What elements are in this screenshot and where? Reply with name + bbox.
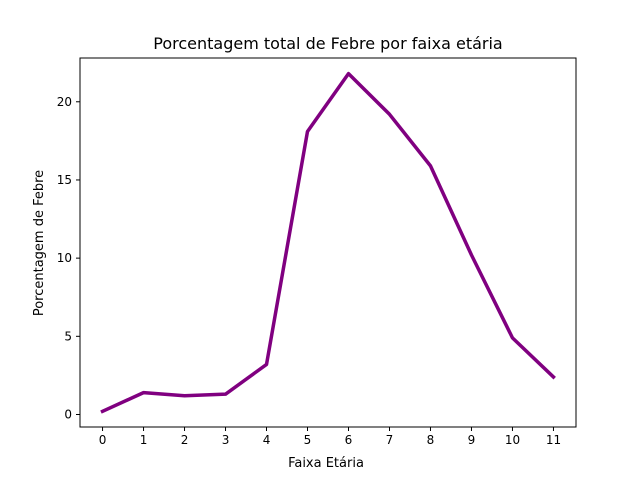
x-tick-label: 10 <box>505 433 520 447</box>
x-tick-label: 7 <box>386 433 394 447</box>
x-tick-label: 4 <box>263 433 271 447</box>
x-tick-label: 0 <box>99 433 107 447</box>
y-tick-label: 5 <box>64 329 72 343</box>
y-tick-label: 10 <box>57 251 72 265</box>
x-tick-label: 6 <box>345 433 353 447</box>
x-tick-label: 9 <box>468 433 476 447</box>
y-tick-label: 0 <box>64 407 72 421</box>
y-tick-label: 15 <box>57 173 72 187</box>
y-tick-label: 20 <box>57 95 72 109</box>
series-line-0 <box>100 71 556 414</box>
chart-title: Porcentagem total de Febre por faixa etá… <box>153 34 502 53</box>
y-axis: 0 5 10 15 20 <box>57 95 80 421</box>
plot-area <box>100 71 556 414</box>
x-tick-label: 2 <box>181 433 189 447</box>
x-tick-label: 3 <box>222 433 230 447</box>
y-axis-label: Porcentagem de Febre <box>32 170 47 316</box>
x-tick-label: 5 <box>304 433 312 447</box>
x-axis: 0 1 2 3 4 5 6 7 8 9 10 11 <box>99 427 561 447</box>
x-axis-label: Faixa Etária <box>288 456 364 471</box>
x-tick-label: 1 <box>140 433 148 447</box>
x-tick-label: 11 <box>546 433 561 447</box>
axes-frame <box>79 57 577 428</box>
x-tick-label: 8 <box>427 433 435 447</box>
